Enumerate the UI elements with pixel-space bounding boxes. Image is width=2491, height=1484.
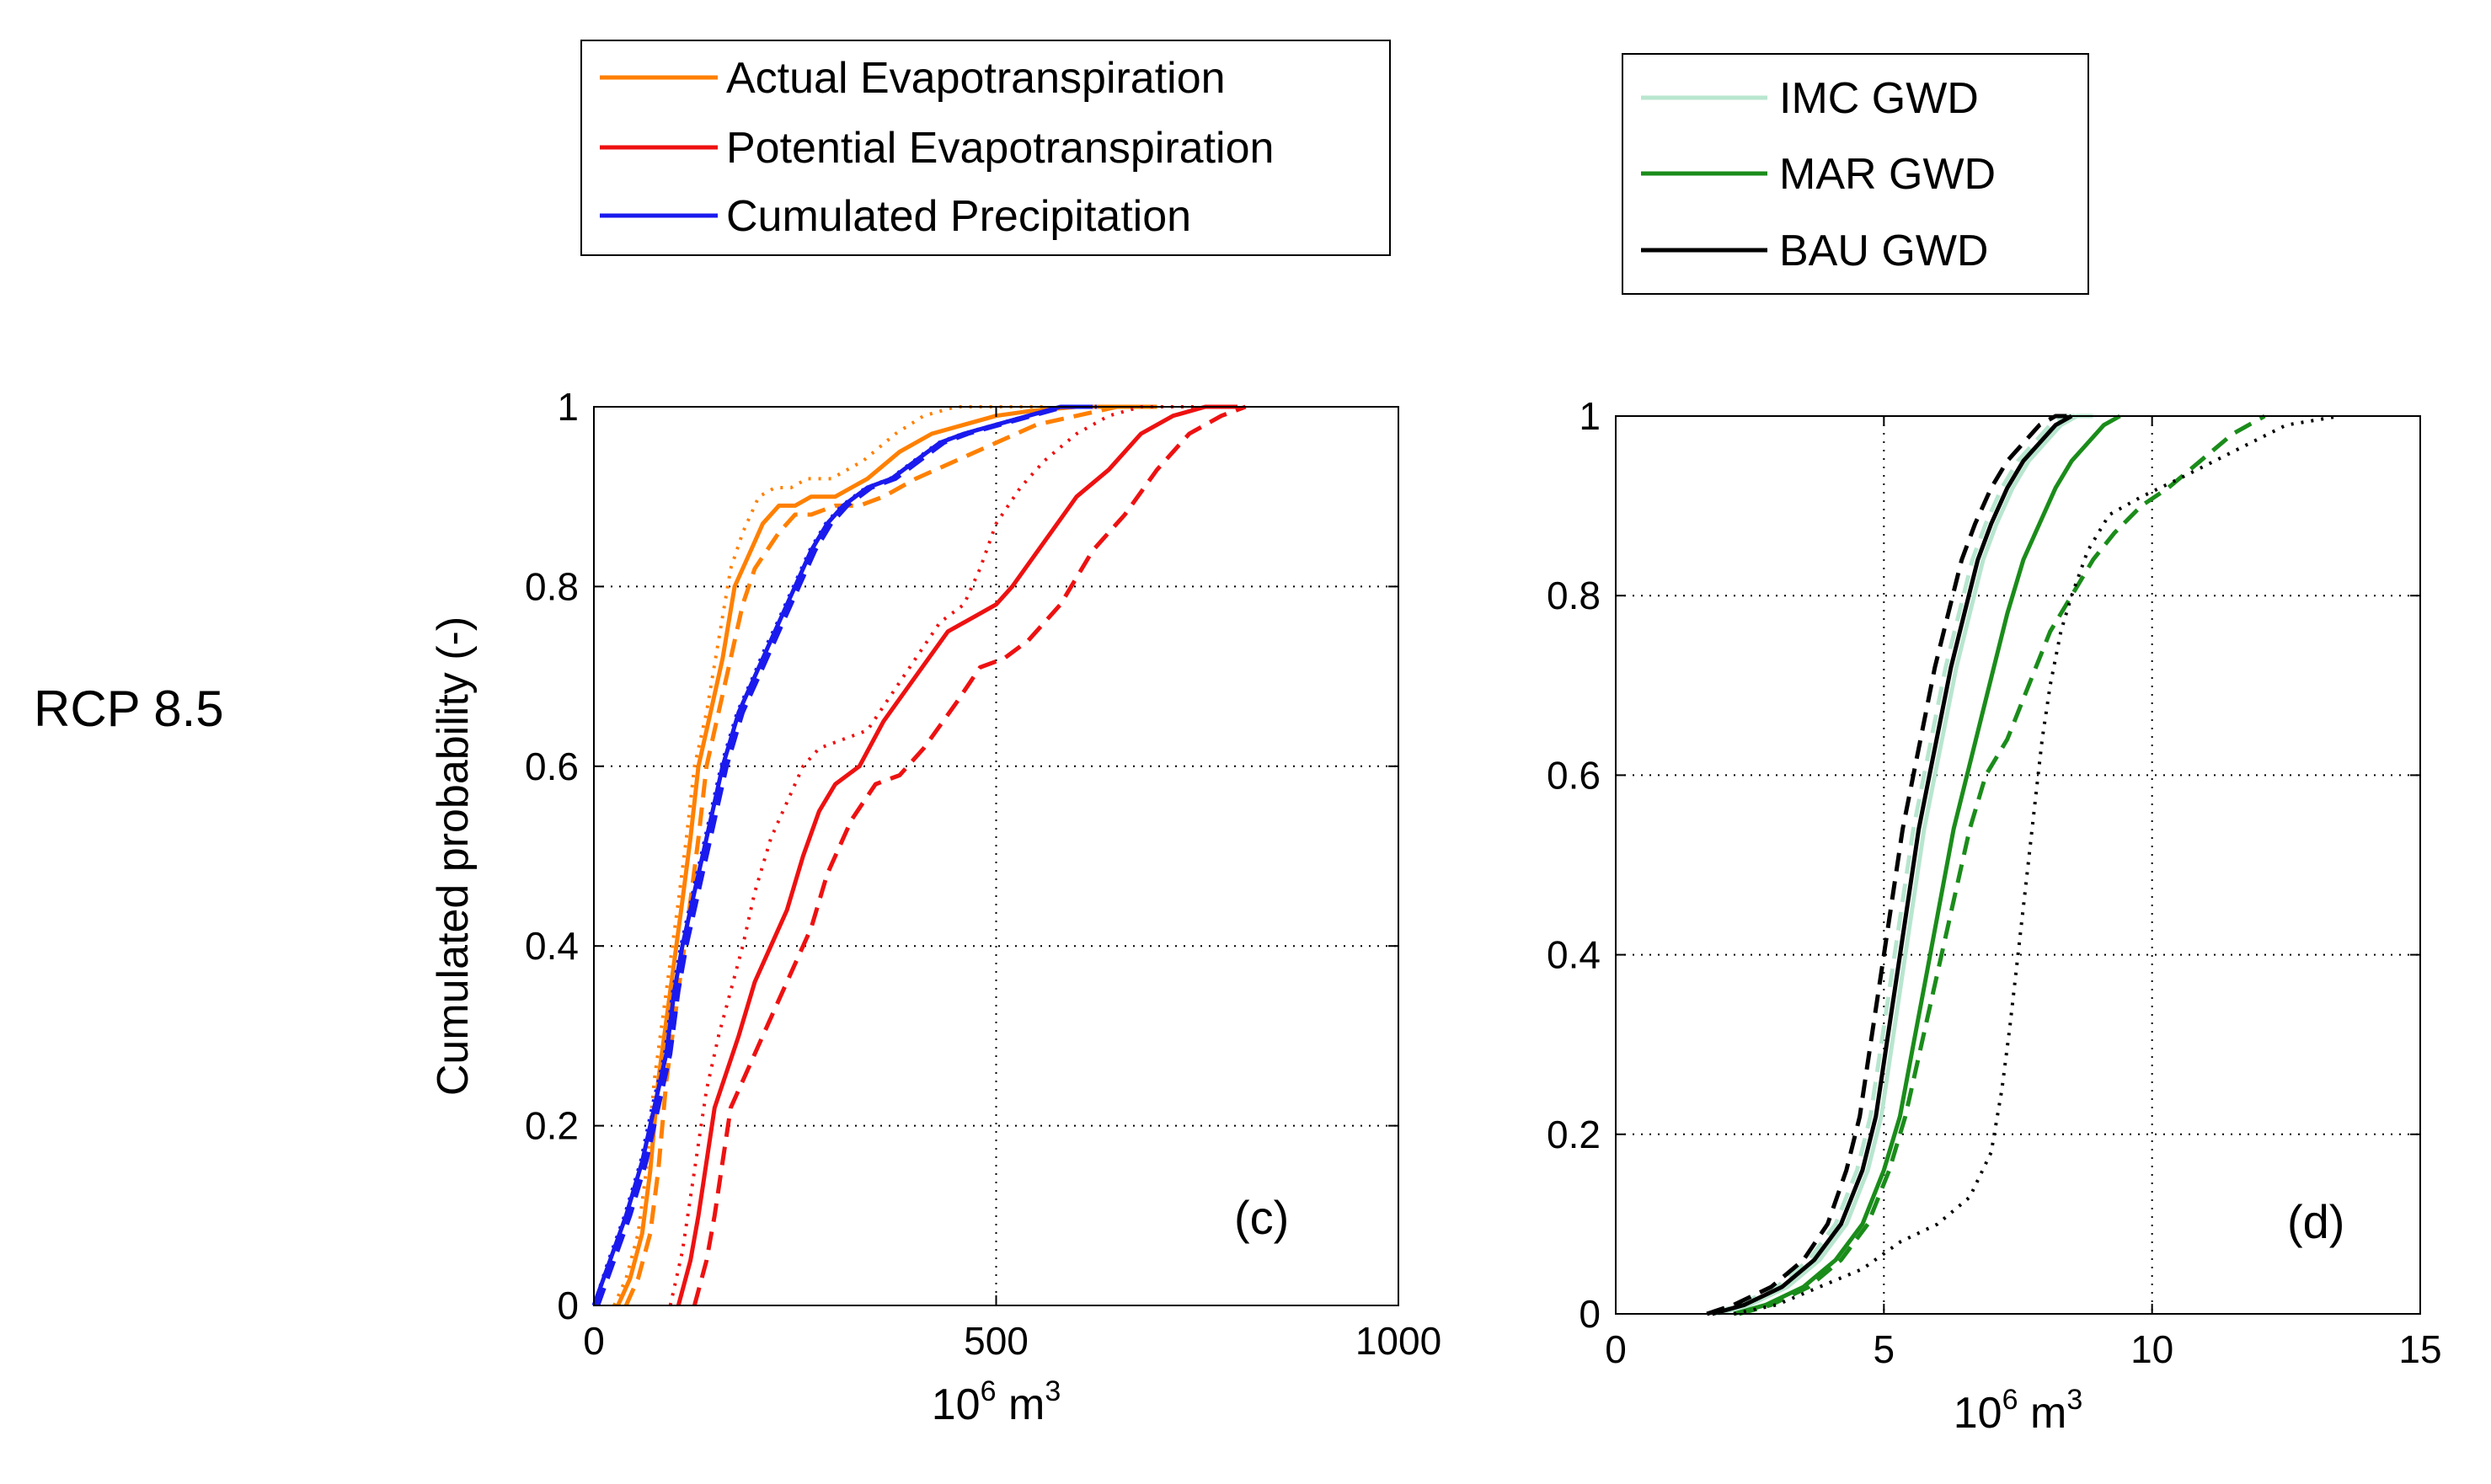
chart-c-ytick-label-3: 0.6 xyxy=(525,745,579,788)
chart-d-xlabel-space xyxy=(2018,1389,2030,1438)
chart-c-series-3 xyxy=(676,404,1237,1306)
legend-d-label-imc: IMC GWD xyxy=(1779,74,1979,123)
legend-c-label-pet: Potential Evapotranspiration xyxy=(726,124,1274,173)
chart-d-ytick-label-1: 0.2 xyxy=(1547,1113,1601,1156)
chart-c-xlabel-base: 10 xyxy=(932,1380,981,1429)
chart-c-series-5 xyxy=(668,405,1198,1306)
legend-c: Actual Evapotranspiration Potential Evap… xyxy=(580,40,1391,256)
chart-d-ytick-label-3: 0.6 xyxy=(1547,753,1601,797)
chart-d-xlabel-base: 10 xyxy=(1954,1389,2002,1438)
chart-c-ylabel: Cumulated probability (-) xyxy=(429,617,478,1096)
chart-d-xlabel-unit-exp: 3 xyxy=(2066,1384,2082,1416)
chart-c-series-7 xyxy=(596,404,1097,1306)
chart-d-panel-label: (d) xyxy=(2287,1195,2344,1248)
chart-c-series-6 xyxy=(591,404,1093,1306)
legend-c-label-p: Cumulated Precipitation xyxy=(726,192,1191,241)
chart-d-ytick-label-5: 1 xyxy=(1579,394,1601,438)
row-label: RCP 8.5 xyxy=(34,681,224,737)
chart-d-ytick-label-2: 0.4 xyxy=(1547,933,1601,977)
chart-d-series-3 xyxy=(1738,414,2266,1316)
legend-d: IMC GWD MAR GWD BAU GWD xyxy=(1622,53,2089,295)
chart-c-yticks: 0 0.2 0.4 0.6 0.8 1 xyxy=(525,385,1398,1327)
chart-c-xlabel-unit-exp: 3 xyxy=(1045,1375,1061,1407)
chart-c-series xyxy=(591,404,1247,1307)
chart-c-series-0 xyxy=(616,404,1157,1307)
chart-d-series-2 xyxy=(1733,414,2121,1316)
chart-c-ytick-label-2: 0.4 xyxy=(525,924,579,968)
chart-d-yticks: 0 0.2 0.4 0.6 0.8 1 xyxy=(1547,394,2420,1336)
chart-c-xtick-label-0: 0 xyxy=(583,1319,605,1363)
chart-c-panel-label: (c) xyxy=(1234,1191,1289,1244)
chart-d-ytick-label-4: 0.8 xyxy=(1547,574,1601,617)
chart-c-ytick-label-0: 0 xyxy=(557,1284,579,1327)
chart-d-series-6 xyxy=(1733,414,2340,1316)
chart-d-xlabel: 106 m3 xyxy=(1954,1384,2082,1438)
chart-d-xlabel-unit: m xyxy=(2030,1389,2066,1438)
chart-d-xticks: 0 5 10 15 xyxy=(1605,416,2442,1371)
chart-d-grid xyxy=(1616,416,2420,1314)
chart-c-series-2 xyxy=(612,405,1045,1306)
chart-c-series-8 xyxy=(592,405,1092,1306)
chart-d-xtick-label-2: 10 xyxy=(2130,1327,2173,1371)
chart-d-axes-box xyxy=(1615,415,2421,1315)
chart-d-series-0 xyxy=(1717,414,2093,1316)
chart-c-grid xyxy=(594,407,1398,1305)
chart-c-ytick-label-1: 0.2 xyxy=(525,1104,579,1148)
chart-c-ytick-label-4: 0.8 xyxy=(525,564,579,608)
chart-c-xticks: 0 500 1000 xyxy=(583,407,1441,1363)
chart-c-xlabel-exp: 6 xyxy=(981,1375,997,1407)
chart-d-series-1 xyxy=(1711,414,2082,1316)
chart-d-series-4 xyxy=(1711,414,2073,1316)
chart-d-xlabel-exp: 6 xyxy=(2002,1384,2018,1416)
chart-d-ytick-label-0: 0 xyxy=(1579,1292,1601,1336)
chart-d: 0 5 10 15 00.20.40.60.81 (d) 106 m3 xyxy=(1547,394,2442,1438)
legend-c-label-aet: Actual Evapotranspiration xyxy=(726,54,1226,103)
chart-c-xlabel: 106 m3 xyxy=(932,1375,1061,1429)
chart-d-series xyxy=(1706,414,2340,1316)
chart-d-series-5 xyxy=(1706,414,2072,1316)
chart-c-ytick-label-5: 1 xyxy=(557,385,579,429)
chart-c-series-4 xyxy=(692,404,1247,1306)
chart-d-xtick-label-1: 5 xyxy=(1874,1327,1895,1371)
legend-d-label-mar: MAR GWD xyxy=(1779,150,1996,199)
chart-c-xtick-label-1: 500 xyxy=(964,1319,1029,1363)
legend-d-label-bau: BAU GWD xyxy=(1779,227,1988,275)
chart-c-xlabel-unit: m xyxy=(1008,1380,1045,1429)
chart-c: 0 500 1000 0 0.2 0.4 0.6 0.8 1 (c) 106 m3 Cumul… xyxy=(429,385,1441,1429)
chart-c-xtick-label-2: 1000 xyxy=(1355,1319,1441,1363)
chart-d-xtick-label-0: 0 xyxy=(1605,1327,1627,1371)
chart-d-xtick-label-3: 15 xyxy=(2398,1327,2441,1371)
chart-c-xlabel-space xyxy=(997,1380,1008,1429)
